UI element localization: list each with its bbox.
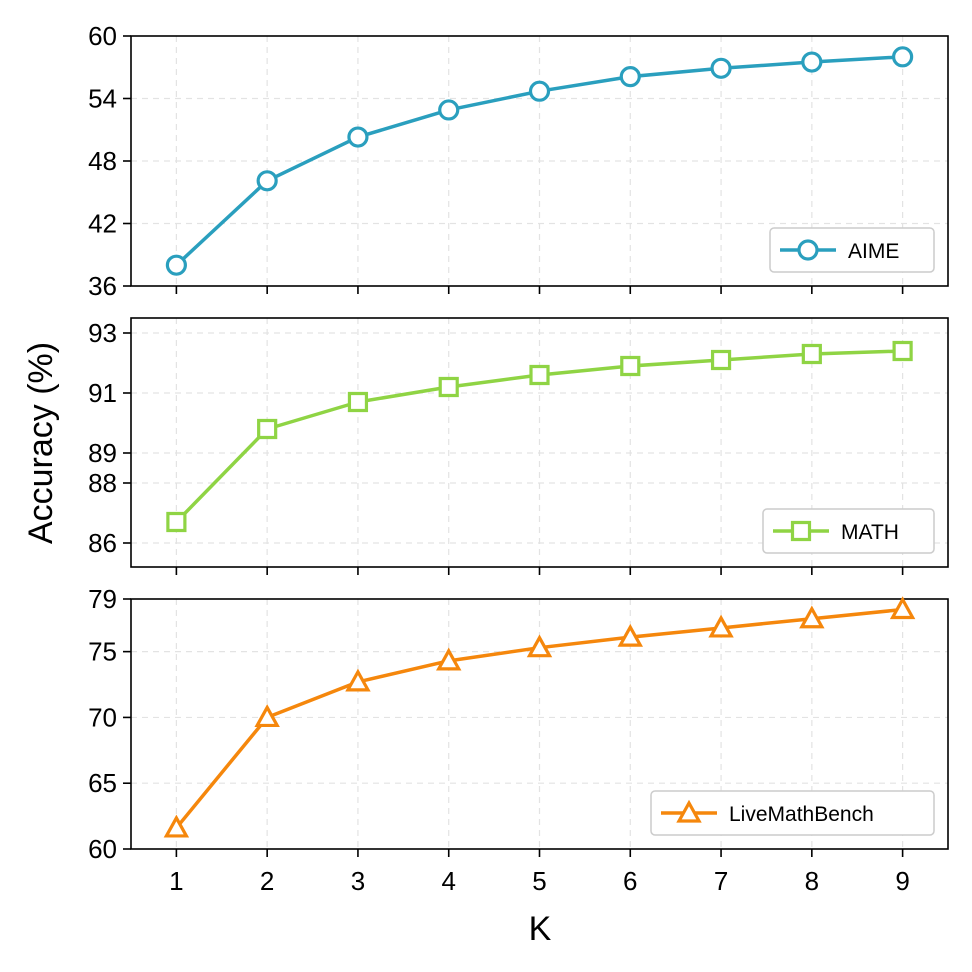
data-point-aime xyxy=(801,51,823,73)
data-point-aime xyxy=(528,80,551,102)
data-point-livemathbench xyxy=(345,668,371,692)
data-point-math xyxy=(347,391,369,413)
x-tick-label: 9 xyxy=(895,866,909,896)
data-point-livemathbench xyxy=(617,623,643,647)
legend-label: MATH xyxy=(841,521,899,544)
y-tick-label: 70 xyxy=(88,702,117,732)
data-point-livemathbench xyxy=(708,614,734,638)
x-tick-label: 3 xyxy=(351,866,365,896)
legend-label: AIME xyxy=(848,240,899,263)
data-point-aime xyxy=(347,126,369,148)
y-tick-label: 36 xyxy=(88,271,117,301)
y-tick-label: 60 xyxy=(88,834,117,864)
data-point-math xyxy=(892,340,913,362)
y-tick-label: 89 xyxy=(88,438,117,468)
data-point-math xyxy=(801,343,822,365)
legend-box xyxy=(769,227,935,273)
legend-marker xyxy=(676,799,702,823)
data-point-math xyxy=(438,376,459,398)
legend-marker xyxy=(790,520,812,542)
data-point-livemathbench xyxy=(163,814,190,838)
data-point-aime xyxy=(165,254,187,276)
data-point-math xyxy=(620,355,641,377)
y-tick-label: 93 xyxy=(88,318,117,348)
data-point-livemathbench xyxy=(889,596,916,620)
livemathbench-panel: 60 65 70 75 79 1 2 3 4 5 6 7 8 9 LiveMathBench xyxy=(88,584,949,896)
y-tick-label: 48 xyxy=(88,146,117,176)
legend-box xyxy=(650,790,935,836)
y-tick-label: 75 xyxy=(88,637,117,667)
data-point-livemathbench xyxy=(526,634,553,658)
legend-box xyxy=(762,508,935,554)
y-tick-label: 91 xyxy=(88,378,117,408)
data-point-math xyxy=(257,418,278,440)
data-point-aime xyxy=(710,57,732,79)
x-tick-label: 2 xyxy=(260,866,274,896)
y-tick-label: 88 xyxy=(88,468,117,498)
y-axis-title: Accuracy (%) xyxy=(22,342,60,544)
aime-panel: 36 42 48 54 60 AIME xyxy=(88,21,949,301)
x-tick-label: 6 xyxy=(623,866,637,896)
data-point-math xyxy=(529,364,550,386)
data-point-aime xyxy=(438,99,460,121)
data-point-livemathbench xyxy=(254,704,280,728)
data-point-livemathbench xyxy=(436,647,462,671)
x-tick-label: 8 xyxy=(805,866,819,896)
x-tick-label: 5 xyxy=(532,866,546,896)
y-tick-label: 86 xyxy=(88,528,117,558)
x-tick-label: 7 xyxy=(714,866,728,896)
data-point-aime xyxy=(892,46,914,68)
y-tick-label: 54 xyxy=(88,84,117,114)
data-point-aime xyxy=(256,170,278,192)
legend-label: LiveMathBench xyxy=(729,803,874,826)
y-tick-label: 79 xyxy=(88,584,117,614)
x-axis-title: K xyxy=(529,910,552,948)
x-tick-label: 1 xyxy=(169,866,183,896)
data-point-livemathbench xyxy=(799,605,825,629)
data-point-math xyxy=(710,349,732,371)
data-point-math xyxy=(166,511,187,533)
data-point-aime xyxy=(619,66,641,88)
x-tick-label: 4 xyxy=(441,866,455,896)
y-tick-label: 42 xyxy=(88,209,117,239)
y-tick-label: 65 xyxy=(88,768,117,798)
legend-marker xyxy=(797,239,819,261)
y-tick-label: 60 xyxy=(88,21,117,51)
